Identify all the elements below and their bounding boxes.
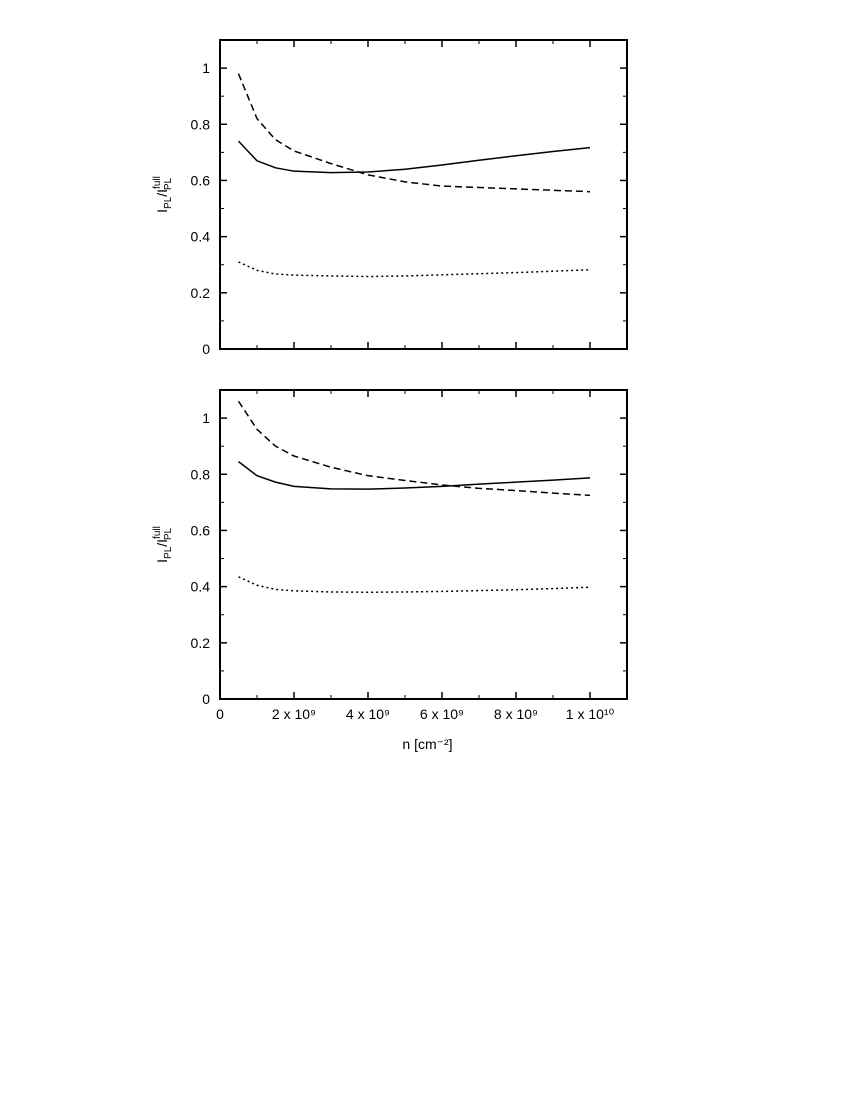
y-tick-label: 1 xyxy=(202,60,210,76)
plot-frame xyxy=(219,39,628,350)
y-tick-label: 0 xyxy=(202,341,210,357)
data-line xyxy=(238,576,591,594)
x-tick-label: 6 x 10⁹ xyxy=(420,706,464,722)
y-axis-label-part: PL xyxy=(163,527,174,540)
y-axis-label-part: PL xyxy=(163,196,174,209)
y-tick-label: 0.6 xyxy=(191,172,211,188)
y-tick-label: 1 xyxy=(202,410,210,426)
y-axis-label: IPL/IfullPL xyxy=(152,526,174,563)
y-axis-label-part: full xyxy=(152,526,163,539)
data-line xyxy=(237,400,591,497)
x-tick-label: 2 x 10⁹ xyxy=(272,706,316,722)
plot-frame xyxy=(219,389,628,700)
y-axis-label-part: PL xyxy=(163,546,174,559)
y-axis-label-part: /I xyxy=(154,539,170,547)
data-line xyxy=(238,261,591,278)
data-line xyxy=(237,73,591,193)
x-tick-label: 1 x 10¹⁰ xyxy=(566,706,615,722)
y-tick-label: 0.8 xyxy=(191,116,211,132)
y-tick-label: 0.2 xyxy=(191,285,211,301)
x-axis-label: n [cm⁻²] xyxy=(402,736,452,752)
y-tick-label: 0.4 xyxy=(191,579,211,595)
y-tick-label: 0 xyxy=(202,691,210,707)
y-tick-label: 0.2 xyxy=(191,635,211,651)
y-tick-label: 0.8 xyxy=(191,466,211,482)
y-tick-label: 0.6 xyxy=(191,522,211,538)
y-tick-label: 0.4 xyxy=(191,229,211,245)
y-axis-label-part: I xyxy=(154,559,170,563)
x-tick-label: 0 xyxy=(216,706,224,722)
y-axis-label-part: I xyxy=(154,209,170,213)
x-tick-label: 4 x 10⁹ xyxy=(346,706,390,722)
y-axis-label-part: PL xyxy=(163,177,174,190)
panel: 0 0.2 0.4 0.6 0.8 1 0 2 x 10⁹ 4 x 10⁹ 6 x 10⁹ 8 x … xyxy=(152,389,628,752)
y-axis-label: IPL/IfullPL xyxy=(152,176,174,213)
y-axis-label-part: /I xyxy=(154,189,170,197)
x-tick-label: 8 x 10⁹ xyxy=(494,706,538,722)
data-line xyxy=(238,461,591,490)
data-line xyxy=(237,140,591,174)
y-axis-label-part: full xyxy=(152,176,163,189)
